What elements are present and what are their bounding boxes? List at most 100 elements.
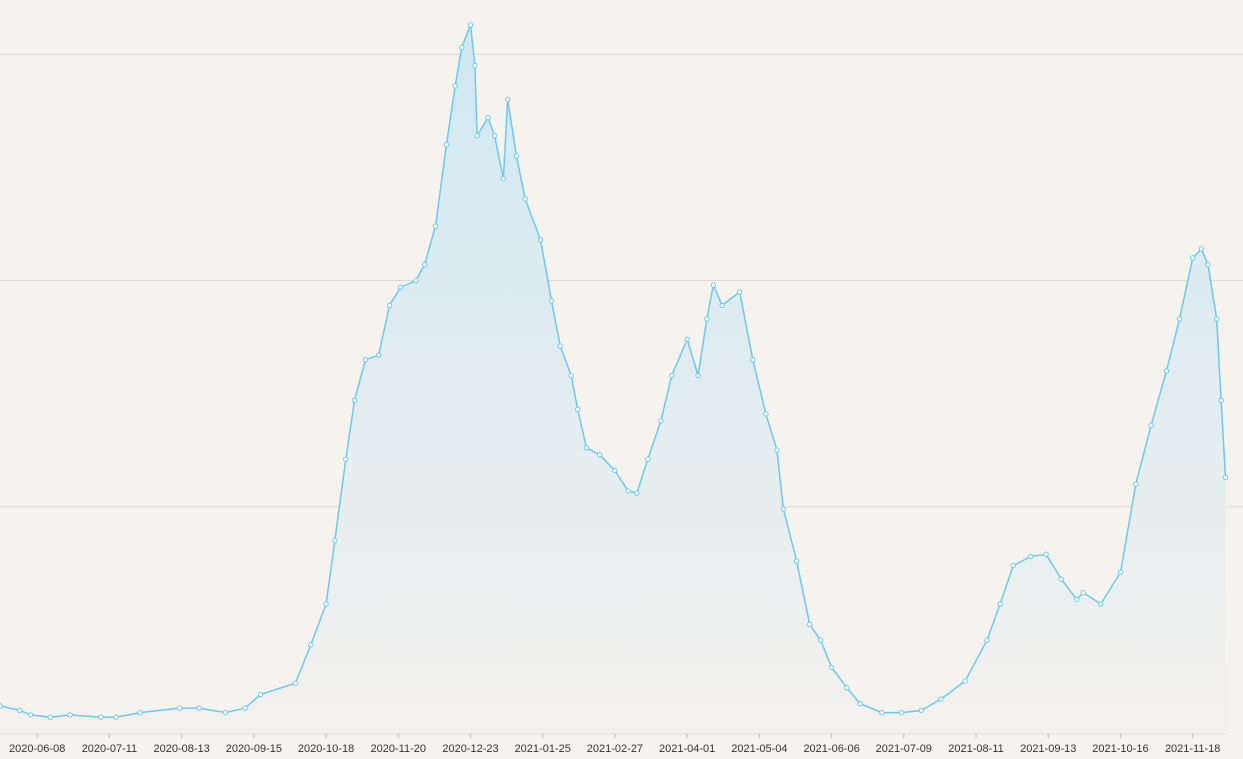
point [485,114,491,121]
point [421,261,428,268]
point [548,298,555,304]
point [1043,551,1049,557]
x-tick-label: 2020-11-20 [371,743,426,755]
point [343,456,349,462]
point [1218,397,1224,404]
point [984,637,990,643]
point [196,705,202,711]
x-tick-label: 2020-08-13 [153,743,209,755]
point [332,537,338,544]
point [658,418,664,424]
point [176,705,183,711]
point [513,153,520,159]
point [1205,261,1211,268]
point [1148,422,1154,428]
point [844,685,850,691]
point [1117,569,1124,576]
point [612,467,618,474]
point [918,707,925,714]
point [774,447,780,453]
point [500,175,507,182]
point [828,664,835,671]
point [397,284,404,290]
point [467,22,474,28]
point [432,223,439,229]
point [452,83,458,89]
point [386,302,393,309]
point [1098,601,1104,607]
point [807,621,813,628]
point [1080,590,1086,596]
x-tick-label: 2021-01-25 [515,743,571,755]
x-tick-label: 2021-10-16 [1092,743,1148,755]
point [1176,316,1183,322]
point [413,277,419,284]
point [522,196,528,202]
point [459,44,465,51]
point [67,712,73,718]
point [575,406,581,413]
point [323,601,329,607]
x-tick-label: 2021-08-11 [948,743,1003,755]
x-tick-label: 2021-11-18 [1165,743,1220,755]
point [710,282,717,288]
x-tick-label: 2021-09-13 [1020,743,1076,755]
point [222,709,229,716]
point [351,397,358,404]
point [625,488,631,494]
point [763,411,769,417]
point [568,372,574,379]
point [362,356,369,363]
point [684,336,690,343]
point [879,709,885,716]
point [1028,553,1034,560]
point [938,696,944,702]
point [47,714,54,720]
point [16,707,23,714]
point [375,352,382,358]
point [292,680,299,686]
point [669,372,675,379]
point [695,372,701,379]
point [0,703,3,709]
x-tick-label: 2021-05-04 [731,743,787,755]
point [645,456,651,462]
point [1133,481,1139,487]
point [257,691,264,698]
point [583,445,590,451]
point [27,712,34,718]
point [1198,246,1205,252]
point [557,343,563,349]
point [537,237,544,243]
point [97,714,104,720]
point [962,678,968,684]
point [242,705,248,711]
point [113,714,119,720]
point [750,356,756,363]
point [472,62,478,69]
point [491,133,498,139]
point [137,709,143,716]
x-tick-label: 2020-07-11 [82,743,137,755]
point [857,700,863,707]
point [1222,474,1229,481]
point [308,642,314,648]
x-tick-label: 2021-07-09 [876,743,932,755]
area [0,24,1226,734]
point [1058,576,1065,582]
x-tick-label: 2021-02-27 [587,743,643,755]
point [634,490,640,496]
point [780,506,787,512]
point [997,601,1003,607]
x-tick-label: 2020-09-15 [226,743,282,755]
point [596,452,603,458]
x-tick-label: 2020-06-08 [9,743,65,755]
point [1073,596,1080,603]
x-tick-label: 2021-06-06 [803,743,859,755]
point [1214,316,1220,322]
point [1189,255,1196,261]
point [474,133,480,139]
point [1010,562,1016,569]
x-tick-label: 2020-10-18 [298,743,354,755]
